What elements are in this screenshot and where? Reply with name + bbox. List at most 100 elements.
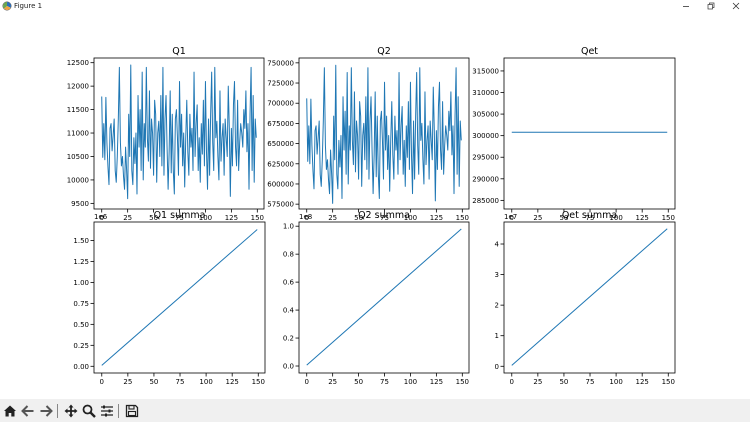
- subplot-title: Q2 summa: [358, 210, 410, 221]
- y-tick-label: 1.00: [73, 279, 89, 287]
- back-icon[interactable]: [20, 403, 36, 419]
- series-line: [306, 228, 462, 366]
- x-tick-label: 100: [199, 378, 212, 386]
- subplot-4: Q1 summa 0 25 50 75 100 125 150 0.00 0.25 0.50 0.75…: [73, 210, 266, 386]
- x-tick-label: 125: [225, 214, 238, 222]
- subplot-title: Qet: [581, 46, 598, 57]
- x-tick-label: 75: [175, 214, 184, 222]
- y-tick-label: 0.4: [283, 307, 295, 315]
- x-tick-label: 0: [100, 378, 104, 386]
- y-tick-label: 2: [495, 302, 499, 310]
- axis-offset-label: 1e7: [504, 213, 517, 221]
- y-tick-label: 725000: [267, 80, 294, 88]
- y-tick-label: 12500: [67, 59, 89, 67]
- matplotlib-icon: [2, 1, 12, 11]
- y-tick-label: 650000: [267, 140, 294, 148]
- y-tick-label: 315000: [472, 67, 499, 75]
- x-tick-label: 125: [430, 214, 443, 222]
- subplot-6: Qet summa 0 25 50 75 100 125 150 0 1 2 3 4 1e7: [495, 210, 676, 386]
- y-tick-label: 0.50: [73, 321, 89, 329]
- x-tick-label: 100: [199, 214, 212, 222]
- subplot-3: Qet 0 25 50 75 100 125 150 285000 290000 295000 300…: [472, 46, 676, 222]
- x-tick-label: 25: [328, 214, 337, 222]
- subplot-5: Q2 summa 0 25 50 75 100 125 150 0.0 0.2 0.4 0.6 0.8 1…: [283, 210, 470, 386]
- home-icon[interactable]: [2, 403, 18, 419]
- y-tick-label: 11500: [67, 106, 89, 114]
- subplot-1: Q1 0 25 50 75 100 125 150 9500 10000 10500 11000 115…: [67, 46, 265, 222]
- subplot-2: Q2 0 25 50 75 100 125 150 575000 600000 625000 6500…: [267, 46, 470, 222]
- subplot-title: Qet summa: [562, 210, 617, 221]
- x-tick-label: 75: [380, 378, 389, 386]
- y-tick-label: 1.25: [73, 258, 89, 266]
- y-tick-label: 0.00: [73, 363, 89, 371]
- x-tick-label: 150: [662, 214, 675, 222]
- window-title: Figure 1: [14, 2, 43, 10]
- series-line: [306, 64, 462, 204]
- x-tick-label: 25: [123, 378, 132, 386]
- forward-icon[interactable]: [38, 403, 54, 419]
- x-tick-label: 100: [609, 378, 622, 386]
- subplot-title: Q1: [172, 46, 186, 57]
- save-icon[interactable]: [124, 403, 140, 419]
- configure-subplots-icon[interactable]: [99, 403, 115, 419]
- x-tick-label: 25: [328, 378, 337, 386]
- y-tick-label: 4: [495, 241, 500, 249]
- x-tick-label: 0: [304, 214, 308, 222]
- y-tick-label: 0.0: [283, 363, 294, 371]
- y-tick-label: 305000: [472, 111, 499, 119]
- y-tick-label: 10000: [67, 176, 89, 184]
- y-tick-label: 290000: [472, 175, 499, 183]
- x-tick-label: 50: [354, 214, 363, 222]
- toolbar-separator: [118, 403, 119, 418]
- navigation-toolbar: [0, 399, 750, 422]
- x-tick-label: 75: [380, 214, 389, 222]
- x-tick-label: 100: [404, 378, 417, 386]
- y-tick-label: 295000: [472, 154, 499, 162]
- x-tick-label: 50: [559, 378, 568, 386]
- x-tick-label: 25: [533, 378, 542, 386]
- y-tick-label: 0: [495, 363, 499, 371]
- toolbar-separator: [57, 403, 58, 418]
- x-tick-label: 150: [456, 378, 469, 386]
- y-tick-label: 1.50: [73, 237, 89, 245]
- y-tick-label: 310000: [472, 89, 499, 97]
- axes-frame: [503, 57, 676, 210]
- series-line: [101, 64, 257, 200]
- y-tick-label: 700000: [267, 100, 294, 108]
- y-tick-label: 600000: [267, 180, 294, 188]
- y-tick-label: 750000: [267, 59, 294, 67]
- y-tick-label: 0.25: [73, 342, 89, 350]
- x-tick-label: 50: [149, 378, 158, 386]
- y-tick-label: 0.6: [283, 279, 295, 287]
- y-tick-label: 0.2: [283, 335, 294, 343]
- x-tick-label: 125: [636, 214, 649, 222]
- axis-offset-label: 1e8: [299, 213, 312, 221]
- series-line: [511, 228, 668, 366]
- pan-icon[interactable]: [63, 403, 79, 419]
- y-tick-label: 675000: [267, 120, 294, 128]
- y-tick-label: 1: [495, 332, 499, 340]
- y-tick-label: 10500: [67, 153, 89, 161]
- x-tick-label: 75: [586, 378, 595, 386]
- x-tick-label: 150: [456, 214, 469, 222]
- x-tick-label: 75: [176, 378, 185, 386]
- x-tick-label: 50: [149, 214, 158, 222]
- y-tick-label: 12000: [67, 83, 89, 91]
- minimize-icon[interactable]: [676, 0, 696, 12]
- x-tick-label: 0: [510, 214, 514, 222]
- x-tick-label: 125: [226, 378, 239, 386]
- x-tick-label: 50: [354, 378, 363, 386]
- restore-icon[interactable]: [701, 0, 721, 12]
- subplot-title: Q2: [377, 46, 391, 57]
- subplot-title: Q1 summa: [154, 210, 206, 221]
- figure-canvas: Q10 25 50 75 100 125 1509500100001050011000115…: [67, 46, 676, 386]
- x-tick-label: 0: [304, 378, 308, 386]
- x-tick-label: 150: [251, 214, 264, 222]
- x-tick-label: 100: [609, 214, 622, 222]
- zoom-icon[interactable]: [81, 403, 97, 419]
- y-tick-label: 3: [495, 271, 499, 279]
- x-tick-label: 25: [533, 214, 542, 222]
- x-tick-label: 25: [123, 214, 132, 222]
- close-icon[interactable]: [726, 0, 746, 12]
- x-tick-label: 0: [510, 378, 514, 386]
